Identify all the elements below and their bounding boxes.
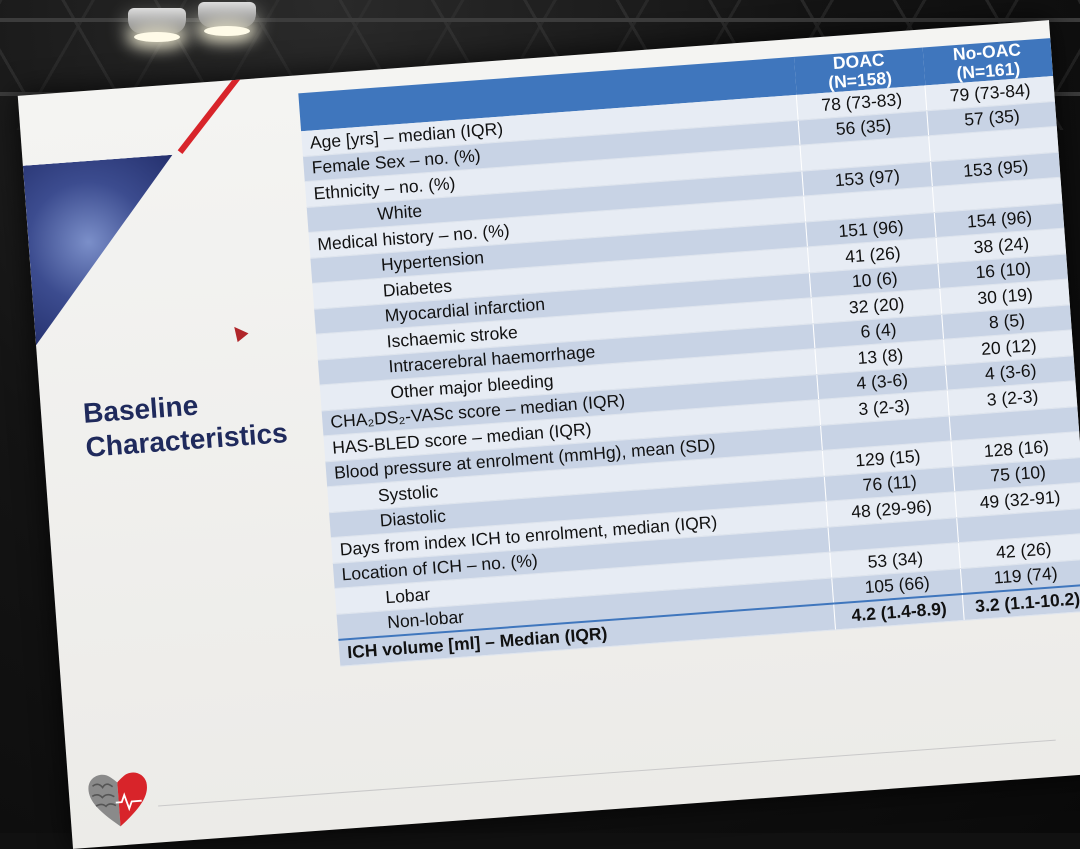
baseline-table: DOAC (N=158) No-OAC (N=161) Age [yrs] – … [298,38,1080,666]
stage-light-icon [128,8,186,34]
brain-heart-logo-icon [83,766,153,831]
table-body: Age [yrs] – median (IQR)78 (73-83)79 (73… [301,76,1080,666]
stage-light-icon [198,2,256,28]
laser-pointer-icon [229,322,249,342]
corner-graphic [23,155,186,346]
projection-screen: Baseline Characteristics DOAC (N=158) No… [18,20,1080,849]
slide-title: Baseline Characteristics [82,379,326,464]
